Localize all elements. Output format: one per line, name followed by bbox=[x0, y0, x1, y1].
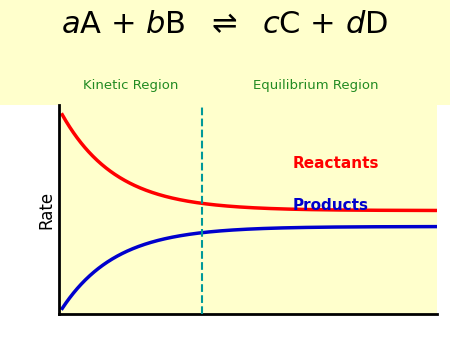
Text: $\mathit{a}$A + $\mathit{b}$B  $\rightleftharpoons$  $\mathit{c}$C + $\mathit{d}: $\mathit{a}$A + $\mathit{b}$B $\rightlef… bbox=[62, 10, 388, 39]
Text: Equilibrium Region: Equilibrium Region bbox=[253, 79, 378, 92]
Text: Products: Products bbox=[293, 198, 369, 213]
Text: Reactants: Reactants bbox=[293, 156, 379, 171]
Text: Kinetic Region: Kinetic Region bbox=[83, 79, 178, 92]
Y-axis label: Rate: Rate bbox=[38, 191, 56, 228]
